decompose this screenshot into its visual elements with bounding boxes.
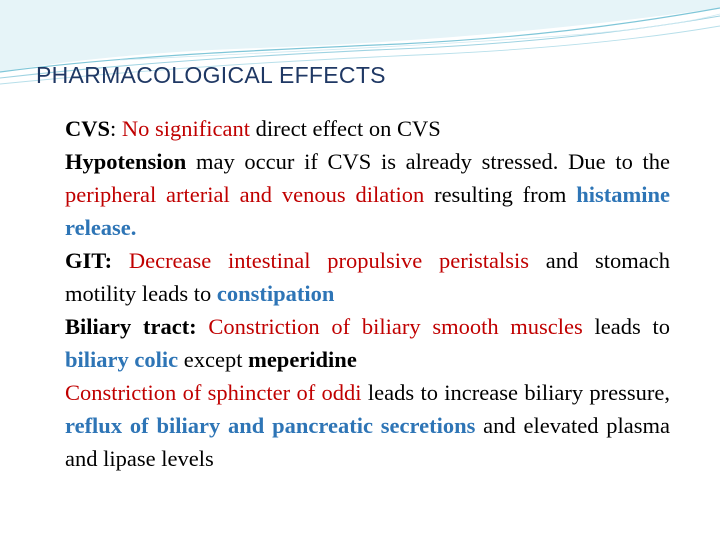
bullet-point: Hypotension may occur if CVS is already …: [44, 145, 670, 244]
bullet-text-segment: biliary colic: [65, 347, 179, 372]
bullet-text-segment: No significant: [121, 116, 256, 141]
bullet-point: CVS: No significant direct effect on CVS: [44, 112, 670, 145]
bullet-text-segment: reflux of biliary and pancreatic secreti…: [65, 413, 476, 438]
bullet-text-segment: may occur if CVS is already stressed. Du…: [186, 149, 670, 174]
bullet-text-segment: except: [178, 347, 249, 372]
bullet-text-segment: constipation: [216, 281, 335, 306]
bullet-text-segment: Biliary tract:: [65, 314, 209, 339]
bullet-text-segment: histamine release.: [65, 182, 670, 240]
bullet-point: GIT: Decrease intestinal propulsive peri…: [44, 244, 670, 310]
bullet-text-segment: Hypotension: [65, 149, 187, 174]
bullet-point: Constriction of sphincter of oddi leads …: [44, 376, 670, 475]
bullet-text-segment: Constriction of biliary smooth muscles: [208, 314, 583, 339]
slide-title: PHARMACOLOGICAL EFFECTS: [36, 62, 386, 88]
bullet-list: CVS: No significant direct effect on CVS…: [44, 112, 670, 475]
bullet-text-segment: GIT:: [65, 248, 129, 273]
bullet-text-segment: :: [110, 116, 122, 141]
header-wave-decoration: [0, 0, 720, 85]
bullet-text-segment: leads to increase biliary pressure,: [361, 380, 670, 405]
bullet-text-segment: peripheral arterial and venous dilation: [65, 182, 425, 207]
bullet-text-segment: and stomach motility leads to: [65, 248, 670, 306]
bullet-text-segment: direct effect on CVS: [255, 116, 441, 141]
bullet-text-segment: leads to: [582, 314, 670, 339]
bullet-text-segment: CVS: [65, 116, 111, 141]
bullet-text-segment: resulting from: [424, 182, 577, 207]
bullet-text-segment: Constriction of sphincter of oddi: [65, 380, 362, 405]
bullet-text-segment: Decrease intestinal propulsive peristals…: [128, 248, 530, 273]
bullet-text-segment: meperidine: [248, 347, 357, 372]
bullet-point: Biliary tract: Constriction of biliary s…: [44, 310, 670, 376]
bullet-text-segment: and elevated plasma and lipase levels: [65, 413, 671, 471]
